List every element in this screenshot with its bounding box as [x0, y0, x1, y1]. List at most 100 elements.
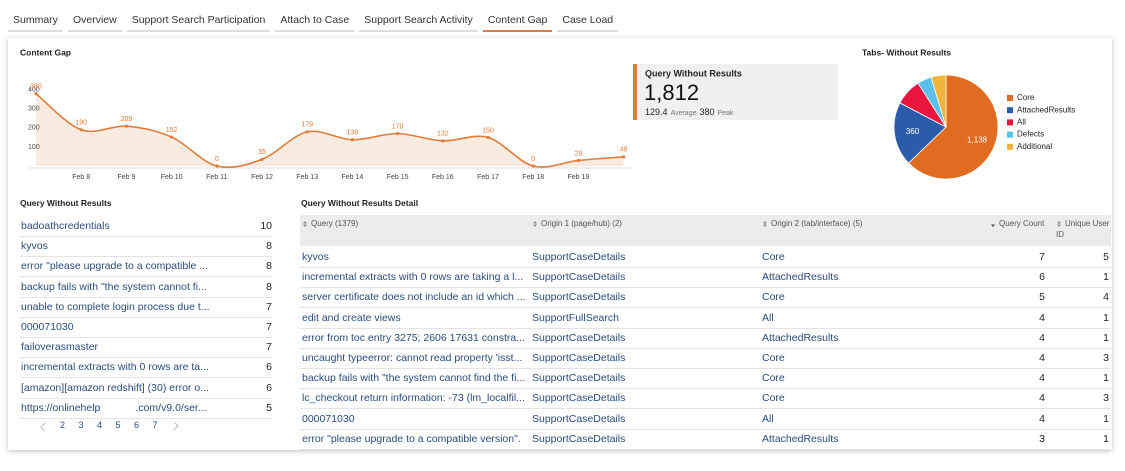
- page-number[interactable]: 2: [60, 420, 66, 430]
- tab[interactable]: Overview: [67, 12, 122, 32]
- query-text[interactable]: badoathcredentials: [21, 220, 110, 232]
- data-label: 138: [347, 130, 359, 137]
- cell-link[interactable]: AttachedResults: [762, 331, 839, 344]
- cell-link[interactable]: SupportCaseDetails: [532, 372, 626, 385]
- cell-link[interactable]: SupportFullSearch: [532, 311, 619, 324]
- query-text[interactable]: backup fails with "the system cannot fi.…: [21, 280, 207, 293]
- point: [441, 139, 445, 143]
- cell-link[interactable]: All: [762, 311, 774, 324]
- cell-link[interactable]: AttachedResults: [762, 432, 839, 445]
- cell-link[interactable]: SupportCaseDetails: [532, 331, 626, 344]
- query-count: 6: [266, 361, 272, 374]
- page-number[interactable]: 3: [78, 420, 84, 430]
- cell-link[interactable]: kyvos: [302, 251, 329, 263]
- list-row: [amazon][amazon redshift] (30) error o..…: [20, 378, 272, 399]
- column-label[interactable]: Query Count: [999, 219, 1045, 228]
- sort-down: [303, 224, 307, 227]
- page-number[interactable]: 5: [115, 420, 121, 430]
- cell-link[interactable]: SupportCaseDetails: [532, 291, 626, 304]
- area: [36, 93, 624, 168]
- cell-link[interactable]: SupportCaseDetails: [532, 432, 626, 445]
- cell-link[interactable]: SupportCaseDetails: [532, 392, 626, 405]
- cell-link[interactable]: lc_checkout return information: -73 (lm_…: [302, 392, 525, 405]
- query-text[interactable]: [amazon][amazon redshift] (30) error o..…: [21, 381, 209, 394]
- data-label: 48: [620, 147, 628, 154]
- cell-link[interactable]: edit and create views: [302, 311, 401, 324]
- cell-link[interactable]: SupportCaseDetails: [532, 412, 626, 425]
- query-count: 8: [266, 240, 272, 253]
- cell-number: 3: [1039, 432, 1045, 445]
- column-header: Origin 2 (tab/interface) (5): [762, 218, 988, 229]
- query-text[interactable]: unable to complete login process due t..…: [21, 300, 210, 313]
- column-label[interactable]: Unique User ID: [1056, 219, 1110, 239]
- legend-swatch: [1007, 143, 1013, 150]
- tab[interactable]: Summary: [8, 12, 63, 32]
- table-header-bg: [300, 215, 1111, 246]
- query-count: 5: [266, 401, 272, 414]
- sort-icon[interactable]: [532, 220, 538, 228]
- legend-swatch: [1007, 107, 1013, 114]
- column-label[interactable]: Query (1379): [311, 219, 359, 228]
- cell-link[interactable]: error "please upgrade to a compatible ve…: [302, 432, 521, 445]
- kpi-part: Peak: [718, 110, 734, 117]
- cell-link[interactable]: Core: [762, 372, 785, 385]
- tab[interactable]: Case Load: [557, 12, 619, 32]
- tab[interactable]: Content Gap: [482, 12, 553, 32]
- x-tick-label: Feb 17: [477, 174, 499, 181]
- page-number[interactable]: 7: [152, 420, 158, 430]
- cell-number: 4: [1039, 311, 1045, 324]
- point: [396, 132, 400, 136]
- x-tick-label: Feb 10: [161, 174, 183, 181]
- table-row: lc_checkout return information: -73 (lm_…: [300, 388, 1111, 410]
- pie-slice: [907, 74, 999, 180]
- list-row: https://onlinehelp .com/v9.0/ser... 5: [20, 398, 272, 419]
- legend-label: Defects: [1017, 130, 1044, 139]
- query-text[interactable]: failoverasmaster: [21, 341, 99, 354]
- cell-link[interactable]: uncaught typeerror: cannot read property…: [302, 352, 523, 364]
- chart-title: Tabs- Without Results: [862, 47, 951, 57]
- cell-link[interactable]: SupportCaseDetails: [532, 271, 626, 284]
- cell-link[interactable]: server certificate does not include an i…: [302, 291, 526, 304]
- sort-icon[interactable]: [762, 220, 768, 228]
- sort-icon[interactable]: [302, 220, 308, 228]
- tab[interactable]: Support Search Participation: [126, 12, 271, 32]
- query-text[interactable]: incremental extracts with 0 rows are ta.…: [21, 361, 209, 374]
- query-count: 7: [266, 300, 272, 313]
- table-row: error "please upgrade to a compatible ve…: [300, 429, 1111, 450]
- cell-link[interactable]: incremental extracts with 0 rows are tak…: [302, 271, 524, 284]
- cell-link[interactable]: 000071030: [302, 412, 355, 425]
- cell-link[interactable]: error from toc entry 3275; 2606 17631 co…: [302, 331, 525, 344]
- page-number[interactable]: 4: [97, 420, 103, 430]
- data-label: 170: [392, 123, 404, 130]
- cell-link[interactable]: Core: [762, 352, 785, 364]
- query-text[interactable]: https://onlinehelp .com/v9.0/ser...: [21, 401, 207, 414]
- query-text[interactable]: error "please upgrade to a compatible ..…: [21, 260, 209, 273]
- data-label: 35: [258, 149, 266, 156]
- sort-icon[interactable]: [1056, 220, 1062, 228]
- tab[interactable]: Attach to Case: [275, 12, 355, 32]
- cell-link[interactable]: All: [762, 412, 774, 425]
- cell-link[interactable]: Core: [762, 392, 785, 405]
- column-label[interactable]: Origin 1 (page/hub) (2): [541, 219, 622, 228]
- cell-link[interactable]: SupportCaseDetails: [532, 251, 626, 263]
- list-row: badoathcredentials 10: [20, 216, 272, 237]
- page-number[interactable]: 6: [134, 420, 140, 430]
- column-label[interactable]: Origin 2 (tab/interface) (5): [771, 219, 863, 228]
- legend-swatch: [1007, 95, 1013, 101]
- sort-icon[interactable]: [990, 220, 996, 228]
- query-text[interactable]: kyvos: [21, 240, 48, 253]
- cell-number: 7: [1039, 251, 1045, 263]
- cell-link[interactable]: SupportCaseDetails: [532, 352, 626, 364]
- data-label: 380: [30, 83, 42, 90]
- cell-link[interactable]: AttachedResults: [762, 271, 839, 284]
- cell-number: 1: [1103, 432, 1109, 445]
- query-text[interactable]: 000071030: [21, 321, 74, 333]
- sort-up: [303, 220, 307, 224]
- tab[interactable]: Support Search Activity: [359, 12, 478, 32]
- cell-link[interactable]: Core: [762, 251, 785, 263]
- cell-link[interactable]: backup fails with "the system cannot fin…: [302, 372, 526, 385]
- x-tick-label: Feb 13: [296, 174, 318, 181]
- cell-link[interactable]: Core: [762, 291, 785, 304]
